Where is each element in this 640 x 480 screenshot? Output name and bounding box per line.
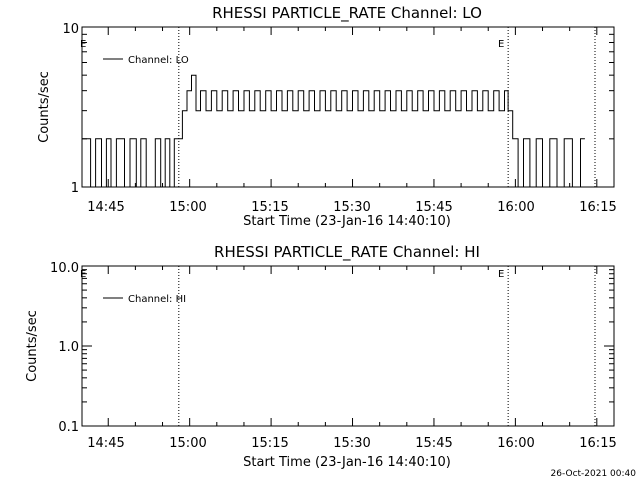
x-tick-label: 15:45 xyxy=(415,200,452,215)
x-axis-label: Start Time (23-Jan-16 14:40:10) xyxy=(243,214,451,229)
event-marker-label: E xyxy=(498,269,504,280)
event-markers xyxy=(178,27,596,187)
y-tick-label: 1 xyxy=(71,181,79,196)
panel-lo: RHESSI PARTICLE_RATE Channel: LO 10 1 Co… xyxy=(37,4,617,229)
x-tick-label: 15:00 xyxy=(169,436,206,451)
x-tick-label: 15:15 xyxy=(251,436,288,451)
series-line-lo xyxy=(82,74,585,188)
event-markers xyxy=(178,266,596,426)
y-tick-label: 0.1 xyxy=(58,420,79,435)
x-tick-label: 16:00 xyxy=(497,200,534,215)
chart-title: RHESSI PARTICLE_RATE Channel: HI xyxy=(214,243,480,262)
x-tick-label: 16:15 xyxy=(579,200,616,215)
x-tick-label: 15:30 xyxy=(333,200,370,215)
x-tick-label: 14:45 xyxy=(87,200,124,215)
x-tick-label: 14:45 xyxy=(87,436,124,451)
legend-label: Channel: LO xyxy=(128,55,189,66)
axis-ticks xyxy=(82,266,614,427)
panel-hi: RHESSI PARTICLE_RATE Channel: HI 10.0 1.… xyxy=(25,243,617,470)
legend: Channel: LO xyxy=(103,55,189,66)
y-tick-label: 10.0 xyxy=(50,261,79,276)
chart-title: RHESSI PARTICLE_RATE Channel: LO xyxy=(212,4,482,23)
series-group xyxy=(82,74,585,188)
y-axis-label: Counts/sec xyxy=(37,71,52,143)
y-tick-label: 1.0 xyxy=(58,340,79,355)
axis-ticks xyxy=(82,27,614,188)
x-tick-label: 15:30 xyxy=(333,436,370,451)
y-tick-label: 10 xyxy=(62,22,79,37)
x-tick-label: 15:15 xyxy=(251,200,288,215)
event-marker-label: E xyxy=(498,39,504,50)
x-tick-label: 15:00 xyxy=(169,200,206,215)
footer-timestamp: 26-Oct-2021 00:40 xyxy=(551,469,637,479)
left-marker-label: E xyxy=(80,39,86,50)
legend-label: Channel: HI xyxy=(128,294,186,305)
x-axis-label: Start Time (23-Jan-16 14:40:10) xyxy=(243,455,451,470)
x-tick-label: 15:45 xyxy=(415,436,452,451)
y-axis-label: Counts/sec xyxy=(25,310,40,382)
x-tick-label: 16:15 xyxy=(579,436,616,451)
left-marker-label: E xyxy=(80,269,86,280)
legend: Channel: HI xyxy=(103,294,186,305)
plot-frame xyxy=(81,265,615,427)
x-tick-label: 16:00 xyxy=(497,436,534,451)
plot-frame xyxy=(81,26,615,188)
